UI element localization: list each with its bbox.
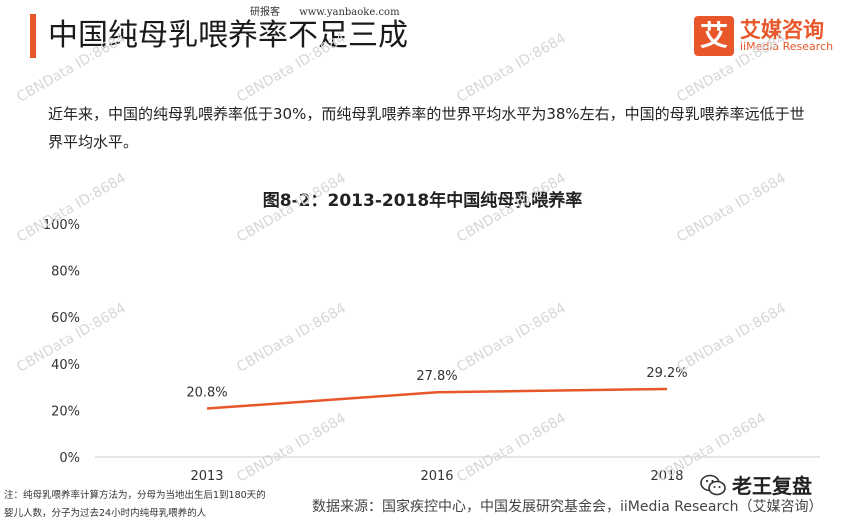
wechat-account-name: 老王复盘 xyxy=(732,474,812,498)
topmark-site-name: 研报客 xyxy=(250,7,280,18)
chart-title: 图8-2：2013-2018年中国纯母乳喂养率 xyxy=(262,191,583,211)
title-accent-bar xyxy=(30,14,36,58)
wechat-icon xyxy=(700,474,726,496)
y-tick-label: 60% xyxy=(51,311,80,326)
page-title: 中国纯母乳喂养率不足三成 xyxy=(48,18,408,53)
logo-chinese-name: 艾媒咨询 xyxy=(740,18,824,42)
x-tick-label: 2013 xyxy=(190,469,223,484)
y-tick-label: 0% xyxy=(59,451,80,466)
x-tick-label: 2016 xyxy=(420,469,453,484)
logo-english-name: iiMedia Research xyxy=(740,40,834,53)
series-line xyxy=(206,387,668,410)
data-label: 29.2% xyxy=(646,366,687,381)
top-watermark-text: 研报客 www.yanbaoke.com xyxy=(250,3,416,18)
y-tick-label: 20% xyxy=(51,404,80,419)
logo-mark: 艾 xyxy=(694,16,734,56)
wechat-account-badge: 老王复盘 xyxy=(700,470,840,502)
data-label: 20.8% xyxy=(186,386,227,401)
y-tick-label: 40% xyxy=(51,358,80,373)
x-tick-label: 2018 xyxy=(650,469,683,484)
data-source: 数据来源：国家疾控中心，中国发展研究基金会，iiMedia Research（艾… xyxy=(312,499,823,515)
data-label: 27.8% xyxy=(416,369,457,384)
iimedia-logo: 艾 艾媒咨询 iiMedia Research xyxy=(694,16,839,56)
topmark-site-url: www.yanbaoke.com xyxy=(299,7,400,18)
y-tick-label: 80% xyxy=(51,265,80,280)
y-tick-label: 100% xyxy=(43,218,80,233)
footnote: 注：纯母乳喂养率计算方法为，分母为当地出生后1到180天的婴儿人数，分子为过去2… xyxy=(4,490,266,519)
description-text: 近年来，中国的纯母乳喂养率低于30%，而纯母乳喂养率的世界平均水平为38%左右，… xyxy=(48,105,805,151)
